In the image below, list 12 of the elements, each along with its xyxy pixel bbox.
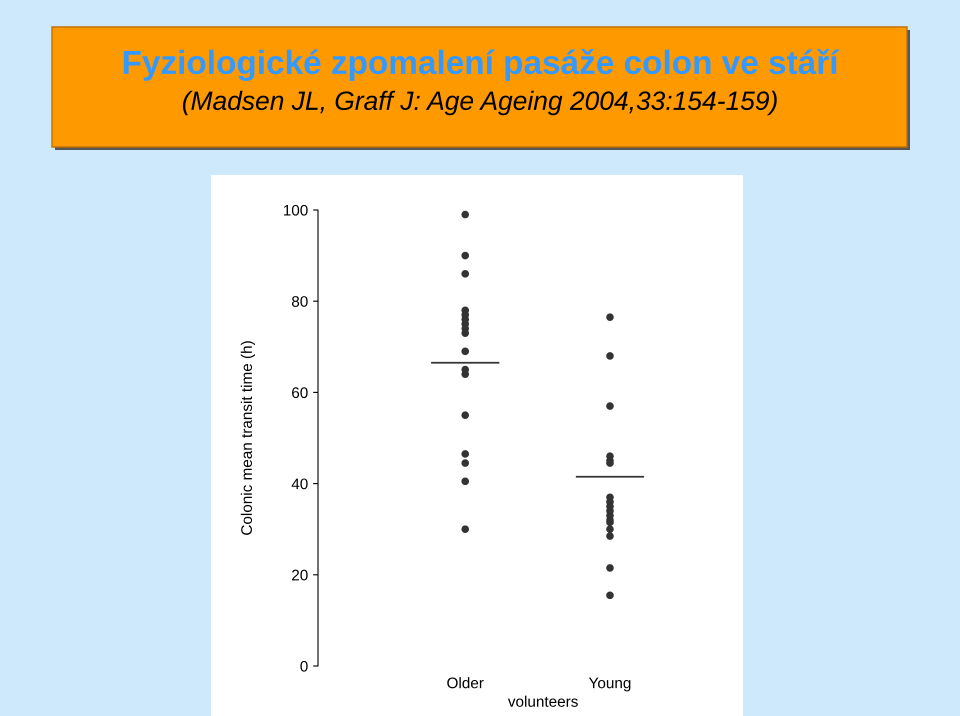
x-tick-label: Older — [447, 677, 484, 688]
chart-subtitle: (Madsen JL, Graff J: Age Ageing 2004,33:154-159) — [182, 90, 777, 116]
x-tick-label: Young — [588, 678, 630, 692]
y-tick-label: 40 — [292, 478, 308, 490]
y-axis-title: Colonic mean transit time (h) — [240, 341, 256, 535]
chart-title: Fyziologické zpomalení pasáže colon ve stáří — [124, 49, 840, 81]
y-tick-label: 100 — [284, 204, 308, 216]
y-tick-label: 60 — [292, 387, 308, 398]
x-axis-title: volunteers — [508, 696, 578, 707]
y-tick-label: 0 — [300, 660, 308, 672]
y-tick-label: 20 — [292, 570, 308, 580]
y-tick-label: 80 — [292, 296, 308, 307]
